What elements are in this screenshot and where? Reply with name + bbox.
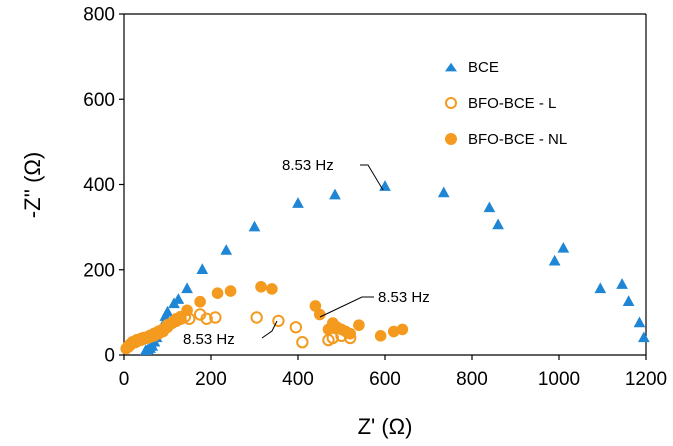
x-tick-label: 1200 [625, 369, 667, 390]
legend-item-bce: BCE [445, 59, 499, 76]
data-point-bfo-bce-l [296, 336, 309, 349]
data-point-bce [161, 305, 174, 317]
legend-item-bfo-bce-l: BFO-BCE - L [445, 95, 556, 112]
series-layer [120, 180, 650, 355]
data-point-bfo-bce-nl [211, 287, 224, 299]
legend-label-bce: BCE [468, 59, 499, 76]
x-tick-label: 800 [456, 369, 488, 390]
legend: BCE BFO-BCE - L BFO-BCE - NL [445, 59, 567, 148]
data-point-bce [248, 220, 261, 232]
data-point-bfo-bce-nl [266, 283, 278, 295]
data-point-bce [548, 254, 561, 266]
series-bce [139, 180, 650, 355]
y-tick-label: 800 [83, 5, 115, 26]
annotation-leader-bce [360, 164, 384, 191]
data-point-bfo-bce-nl [344, 327, 357, 340]
data-point-bfo-bce-l [289, 321, 303, 334]
data-point-bfo-bce-nl [255, 281, 267, 293]
x-axis-title: Z' (Ω) [358, 414, 413, 439]
data-point-bfo-bce-l [209, 311, 222, 324]
y-tick-label: 400 [83, 175, 115, 196]
legend-label-bfo-bce-nl: BFO-BCE - NL [468, 131, 567, 148]
data-point-bfo-bce-nl [396, 323, 409, 336]
x-tick-label: 0 [119, 369, 130, 390]
data-point-bce [329, 188, 341, 200]
data-point-bce [483, 201, 496, 213]
legend-marker-bfo-bce-nl [445, 133, 457, 145]
x-tick-label: 400 [282, 369, 314, 390]
data-point-bfo-bce-nl [181, 304, 193, 317]
annotation-label-nl: 8.53 Hz [378, 289, 430, 306]
data-point-bce [220, 244, 233, 255]
y-tick-label: 0 [104, 346, 115, 367]
data-point-bce [622, 295, 635, 306]
data-point-bfo-bce-l [272, 314, 285, 328]
data-point-bfo-bce-l [200, 312, 213, 325]
data-point-bfo-bce-nl [313, 308, 326, 321]
data-point-bce [437, 186, 450, 198]
data-point-bfo-bce-l [250, 311, 263, 324]
annotation-label-l: 8.53 Hz [183, 331, 235, 348]
legend-marker-bfo-bce-l [445, 97, 457, 109]
data-point-bce [616, 278, 628, 289]
data-point-bce [181, 282, 193, 294]
data-point-bce [492, 218, 504, 230]
annotation-label-bce: 8.53 Hz [282, 157, 334, 174]
annotation-leader-l [261, 320, 278, 339]
legend-label-bfo-bce-l: BFO-BCE - L [468, 95, 556, 112]
legend-item-bfo-bce-nl: BFO-BCE - NL [445, 131, 567, 148]
x-tick-label: 200 [195, 369, 227, 390]
data-point-bce [637, 331, 650, 343]
data-point-bfo-bce-nl [374, 330, 387, 342]
x-tick-label: 600 [369, 369, 401, 390]
y-tick-labels: 0 200 400 600 800 [83, 5, 124, 367]
data-point-bfo-bce-nl [387, 325, 400, 338]
data-point-bce [172, 293, 185, 304]
series-bfo-bce-nl [120, 281, 409, 355]
y-axis-title: -Z'' (Ω) [20, 152, 45, 218]
data-point-bce [557, 241, 570, 253]
x-tick-label: 1000 [538, 369, 580, 390]
data-point-bfo-bce-nl [309, 300, 322, 312]
y-tick-label: 200 [83, 260, 115, 281]
annotation-leader-nl [319, 296, 374, 318]
data-point-bce [196, 263, 209, 274]
data-point-bfo-bce-nl [224, 285, 237, 297]
legend-marker-bce [445, 62, 457, 72]
data-point-bce [594, 282, 607, 294]
x-tick-labels: 0 200 400 600 800 1000 1200 [119, 355, 667, 390]
data-point-bce [633, 316, 646, 328]
data-point-bce [292, 197, 304, 208]
data-point-bfo-bce-nl [353, 319, 365, 331]
y-tick-label: 600 [83, 90, 115, 111]
data-point-bfo-bce-nl [194, 295, 206, 308]
annotations: 8.53 Hz 8.53 Hz 8.53 Hz [183, 157, 430, 348]
